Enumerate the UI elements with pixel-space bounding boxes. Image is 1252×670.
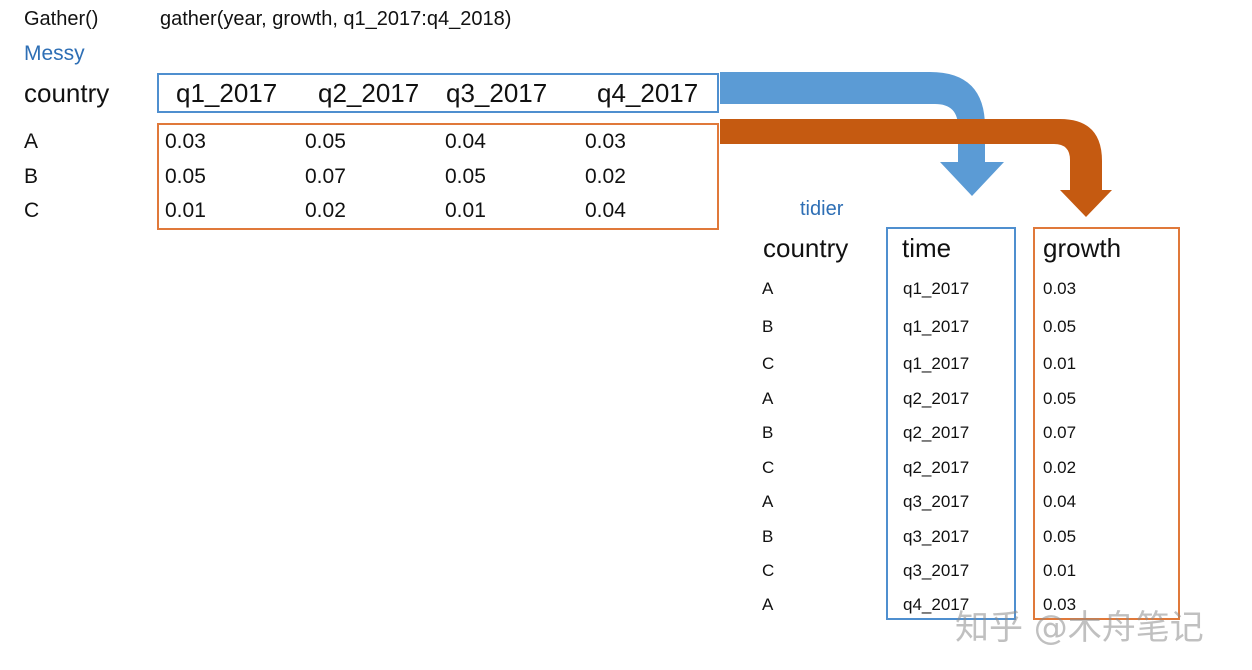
gather-call-code: gather(year, growth, q1_2017:q4_2018): [160, 8, 512, 30]
tidier-time-header: time: [902, 233, 952, 263]
tidier-growth-cell: 0.05: [1043, 389, 1077, 408]
blue-arrow: [720, 72, 1004, 196]
tidier-country-cell: C: [762, 354, 775, 373]
messy-cell: 0.03: [165, 130, 206, 153]
tidier-time-cell: q3_2017: [903, 527, 970, 546]
tidier-time-cell: q4_2017: [903, 595, 970, 614]
messy-column-header: q3_2017: [446, 78, 548, 108]
messy-header-box: [157, 73, 719, 113]
tidier-growth-cell: 0.07: [1043, 423, 1077, 442]
tidier-country-cell: C: [762, 561, 775, 580]
messy-cell: 0.05: [305, 130, 346, 153]
tidier-time-cell: q3_2017: [903, 492, 970, 511]
tidier-growth-cell: 0.05: [1043, 527, 1077, 546]
tidier-growth-cell: 0.04: [1043, 492, 1077, 511]
tidier-time-cell: q2_2017: [903, 423, 970, 442]
messy-column-header: q4_2017: [597, 78, 699, 108]
tidier-country-cell: B: [762, 317, 774, 336]
messy-row-label: B: [24, 165, 39, 188]
tidier-country-cell: B: [762, 423, 774, 442]
messy-label: Messy: [24, 42, 85, 65]
tidier-growth-cell: 0.05: [1043, 317, 1077, 336]
messy-cell: 0.05: [445, 165, 486, 188]
tidier-time-cell: q3_2017: [903, 561, 970, 580]
tidier-growth-cell: 0.03: [1043, 595, 1077, 614]
messy-column-header: q1_2017: [176, 78, 278, 108]
messy-cell: 0.04: [445, 130, 486, 153]
tidier-time-cell: q2_2017: [903, 389, 970, 408]
messy-cell: 0.07: [305, 165, 346, 188]
messy-cell: 0.03: [585, 130, 626, 153]
messy-cell: 0.01: [165, 199, 206, 222]
tidier-country-cell: A: [762, 492, 774, 511]
tidier-growth-cell: 0.01: [1043, 561, 1077, 580]
messy-cell: 0.02: [585, 165, 626, 188]
messy-data-box: [157, 123, 719, 230]
tidier-label: tidier: [800, 198, 844, 220]
tidier-country-cell: B: [762, 527, 774, 546]
tidier-growth-cell: 0.02: [1043, 458, 1077, 477]
tidier-growth-cell: 0.01: [1043, 354, 1077, 373]
tidier-time-cell: q1_2017: [903, 279, 970, 298]
tidier-time-cell: q2_2017: [903, 458, 970, 477]
messy-cell: 0.01: [445, 199, 486, 222]
messy-column-header: q2_2017: [318, 78, 420, 108]
tidier-time-cell: q1_2017: [903, 317, 970, 336]
tidier-country-cell: A: [762, 389, 774, 408]
messy-cell: 0.04: [585, 199, 626, 222]
tidier-country-cell: C: [762, 458, 775, 477]
messy-row-label: A: [24, 130, 39, 153]
tidier-time-box: [886, 227, 1016, 620]
messy-cell: 0.02: [305, 199, 346, 222]
tidier-country-cell: A: [762, 279, 774, 298]
messy-cell: 0.05: [165, 165, 206, 188]
tidier-country-header: country: [763, 233, 849, 263]
function-name: Gather(): [24, 8, 99, 30]
orange-arrow: [720, 119, 1112, 217]
watermark: 知乎 @木舟笔记: [955, 608, 1204, 648]
tidier-growth-cell: 0.03: [1043, 279, 1077, 298]
messy-row-label: C: [24, 199, 40, 222]
tidier-time-cell: q1_2017: [903, 354, 970, 373]
tidier-growth-box: [1033, 227, 1180, 620]
tidier-growth-header: growth: [1043, 233, 1122, 263]
tidier-country-cell: A: [762, 595, 774, 614]
messy-country-header: country: [24, 78, 110, 108]
